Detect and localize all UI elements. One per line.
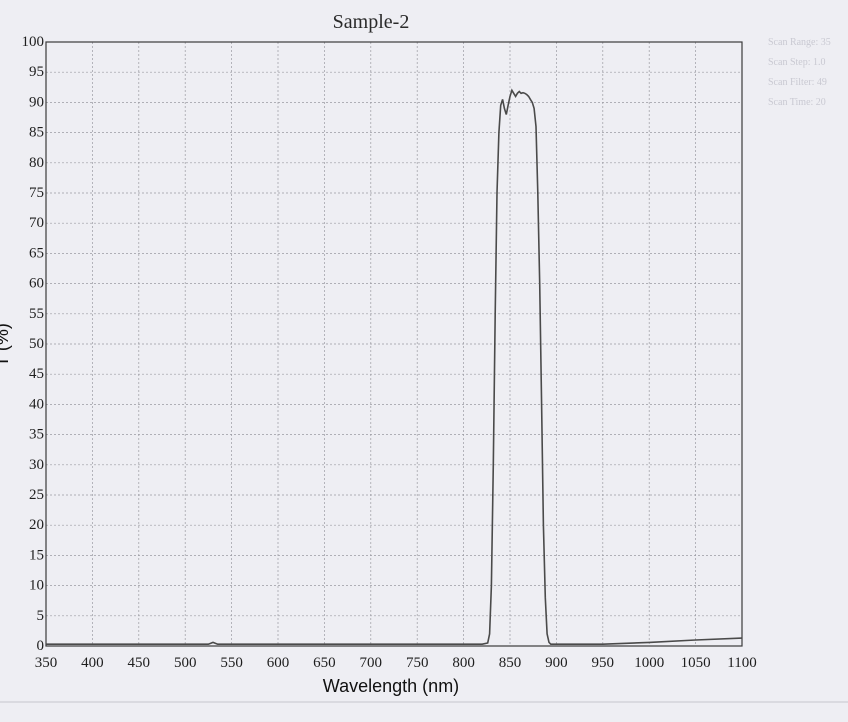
y-tick-label: 45 xyxy=(29,366,44,382)
plot-frame xyxy=(45,41,743,647)
scan-note: Scan Range: 35 xyxy=(768,37,831,48)
y-tick-label: 5 xyxy=(37,608,45,624)
x-axis-label: Wavelength (nm) xyxy=(323,676,459,696)
x-tick-label: 750 xyxy=(406,655,429,671)
x-tick-label: 800 xyxy=(452,655,475,671)
scan-notes: Scan Range: 35 Scan Step: 1.0 Scan Filter:… xyxy=(768,37,831,108)
x-tick-label: 600 xyxy=(267,655,290,671)
y-tick-label: 75 xyxy=(29,185,44,201)
y-tick-label: 20 xyxy=(29,517,44,533)
x-tick-label: 1100 xyxy=(727,655,756,671)
x-tick-labels: 350 400 450 500 550 600 650 700 750 800 850 900 950 1… xyxy=(35,655,757,671)
x-tick-label: 400 xyxy=(81,655,104,671)
x-tick-label: 450 xyxy=(128,655,151,671)
y-tick-label: 0 xyxy=(37,638,45,654)
grid xyxy=(46,42,742,646)
chart-title: Sample-2 xyxy=(333,11,410,33)
y-tick-label: 80 xyxy=(29,155,44,171)
y-tick-label: 65 xyxy=(29,245,44,261)
y-tick-label: 90 xyxy=(29,94,44,110)
y-tick-label: 70 xyxy=(29,215,44,231)
x-tick-label: 900 xyxy=(545,655,568,671)
y-tick-label: 100 xyxy=(22,34,45,50)
y-tick-label: 95 xyxy=(29,64,44,80)
y-tick-label: 25 xyxy=(29,487,44,503)
scan-note: Scan Filter: 49 xyxy=(768,77,827,88)
y-tick-label: 40 xyxy=(29,396,44,412)
y-axis-label: T (%) xyxy=(0,323,12,367)
x-tick-label: 850 xyxy=(499,655,522,671)
y-tick-label: 15 xyxy=(29,547,44,563)
y-tick-label: 85 xyxy=(29,125,44,141)
x-tick-label: 500 xyxy=(174,655,197,671)
x-tick-label: 350 xyxy=(35,655,58,671)
scan-note: Scan Time: 20 xyxy=(768,97,826,108)
y-tick-label: 35 xyxy=(29,427,44,443)
x-tick-label: 650 xyxy=(313,655,336,671)
y-tick-label: 10 xyxy=(29,578,44,594)
x-tick-label: 1050 xyxy=(681,655,711,671)
x-tick-label: 550 xyxy=(220,655,243,671)
y-tick-label: 55 xyxy=(29,306,44,322)
x-tick-label: 1000 xyxy=(634,655,664,671)
y-tick-label: 30 xyxy=(29,457,44,473)
series-line-sample-2 xyxy=(46,88,743,645)
y-tick-label: 50 xyxy=(29,336,44,352)
x-tick-label: 700 xyxy=(360,655,383,671)
scan-note: Scan Step: 1.0 xyxy=(768,57,826,68)
x-tick-label: 950 xyxy=(592,655,615,671)
y-tick-label: 60 xyxy=(29,276,44,292)
y-tick-labels: 0 5 10 15 20 25 30 35 40 45 50 55 60 65 70 75 80 85 90 95 10… xyxy=(22,34,45,654)
